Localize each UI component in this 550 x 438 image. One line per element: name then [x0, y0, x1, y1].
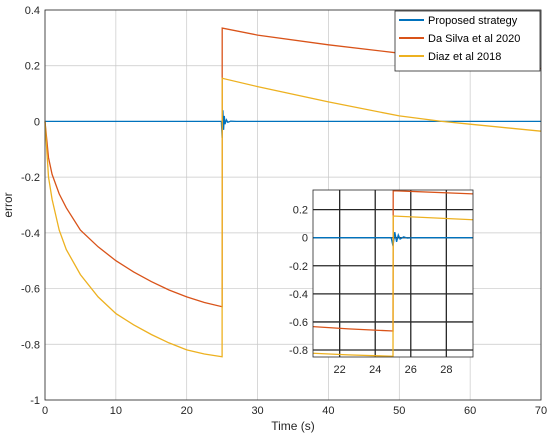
y-tick-label: -1 [30, 395, 40, 407]
y-axis-label: error [1, 192, 15, 217]
y-tick-label: 0 [34, 116, 40, 128]
inset-y-tick-label: -0.6 [289, 317, 308, 329]
x-tick-label: 40 [322, 405, 334, 417]
y-tick-label: -0.8 [21, 339, 40, 351]
main-x-ticks: 0 10 20 30 40 50 60 70 [42, 405, 547, 417]
x-tick-label: 50 [393, 405, 405, 417]
legend-entry-label: Diaz et al 2018 [428, 51, 501, 63]
x-axis-label: Time (s) [271, 419, 315, 433]
series-line [44, 77, 542, 358]
x-tick-label: 60 [464, 405, 476, 417]
inset-axes-box [312, 189, 474, 358]
inset-plot: 22 24 26 28 -0.8 -0.6 -0.4 -0.2 0 0.2 [289, 189, 474, 376]
legend-items: Proposed strategy Da Silva et al 2020 Diaz… [399, 15, 520, 63]
y-tick-label: -0.2 [21, 172, 40, 184]
inset-y-ticks: -0.8 -0.6 -0.4 -0.2 0 0.2 [289, 205, 308, 357]
series-line [44, 27, 542, 308]
y-tick-label: -0.6 [21, 284, 40, 296]
inset-y-tick-label: 0 [302, 233, 308, 245]
x-tick-label: 70 [535, 405, 547, 417]
inset-x-ticks: 22 24 26 28 [334, 364, 453, 376]
y-tick-label: 0.2 [25, 61, 40, 73]
x-tick-label: 10 [110, 405, 122, 417]
main-axes-box [44, 9, 542, 401]
main-series [44, 27, 542, 358]
legend-entry-label: Proposed strategy [428, 15, 518, 27]
main-y-ticks: -1 -0.8 -0.6 -0.4 -0.2 0 0.2 0.4 [21, 5, 40, 407]
y-tick-label: 0.4 [25, 5, 40, 17]
inset-y-tick-label: -0.2 [289, 261, 308, 273]
inset-x-tick-label: 22 [334, 364, 346, 376]
inset-series [313, 190, 473, 357]
inset-x-tick-label: 26 [405, 364, 417, 376]
y-tick-label: -0.4 [21, 228, 40, 240]
inset-y-tick-label: -0.4 [289, 289, 308, 301]
inset-x-tick-label: 28 [440, 364, 452, 376]
legend-entry-label: Da Silva et al 2020 [428, 33, 520, 45]
legend-box [394, 10, 541, 72]
inset-x-tick-label: 24 [369, 364, 381, 376]
legend: Proposed strategy Da Silva et al 2020 Diaz… [394, 10, 541, 72]
x-tick-label: 30 [251, 405, 263, 417]
inset-y-tick-label: -0.8 [289, 345, 308, 357]
x-tick-label: 20 [181, 405, 193, 417]
inset-y-tick-label: 0.2 [293, 205, 308, 217]
x-tick-label: 0 [42, 405, 48, 417]
